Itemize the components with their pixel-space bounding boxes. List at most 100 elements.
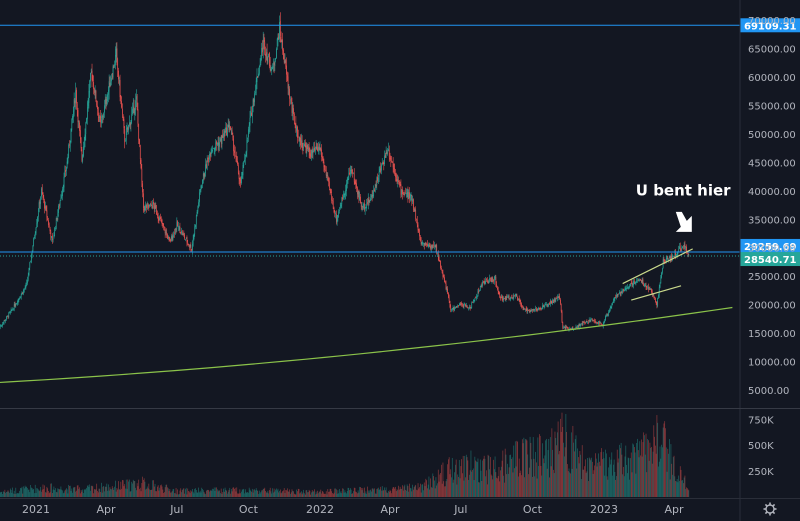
volume-bar bbox=[195, 488, 196, 497]
candle bbox=[434, 245, 435, 247]
candle bbox=[662, 268, 663, 273]
candle bbox=[35, 228, 37, 234]
volume-bar bbox=[36, 488, 38, 497]
volume-bar bbox=[114, 486, 115, 497]
candle bbox=[364, 203, 365, 210]
candle bbox=[378, 177, 379, 183]
candle bbox=[63, 176, 65, 188]
volume-bar bbox=[469, 474, 470, 497]
candle bbox=[555, 298, 557, 302]
volume-bar bbox=[237, 493, 238, 497]
volume-bar bbox=[192, 488, 193, 497]
volume-bar bbox=[563, 442, 564, 497]
volume-bar bbox=[519, 472, 521, 497]
candle bbox=[81, 149, 83, 161]
gear-tooth bbox=[764, 511, 768, 515]
volume-bar bbox=[560, 431, 562, 497]
volume-bar bbox=[508, 467, 510, 497]
candle bbox=[466, 305, 468, 308]
candle bbox=[136, 96, 137, 100]
candle bbox=[342, 195, 344, 199]
volume-bar bbox=[475, 460, 476, 497]
candle bbox=[666, 257, 668, 260]
volume-bar bbox=[616, 449, 618, 497]
candle bbox=[300, 137, 301, 146]
volume-bar bbox=[66, 489, 68, 497]
candle bbox=[503, 297, 504, 300]
volume-bar bbox=[626, 473, 628, 497]
volume-bar bbox=[364, 493, 366, 497]
candle bbox=[496, 284, 497, 288]
candle bbox=[129, 122, 130, 126]
candle bbox=[549, 300, 551, 305]
volume-bar bbox=[62, 490, 63, 497]
candle bbox=[288, 88, 290, 90]
candle bbox=[532, 309, 534, 311]
volume-bar bbox=[463, 480, 465, 497]
candle bbox=[278, 35, 280, 40]
candle bbox=[539, 308, 540, 310]
volume-bar bbox=[629, 479, 631, 497]
candle bbox=[86, 118, 87, 123]
candle bbox=[19, 298, 21, 300]
volume-bar bbox=[107, 490, 108, 497]
candle bbox=[49, 226, 51, 232]
candle bbox=[0, 326, 1, 328]
volume-bar bbox=[435, 477, 437, 497]
candle bbox=[167, 236, 169, 240]
candle bbox=[461, 303, 462, 305]
candle bbox=[670, 256, 672, 261]
candle bbox=[320, 147, 322, 151]
volume-bar bbox=[428, 476, 430, 497]
candle bbox=[209, 153, 210, 160]
price-tag bbox=[740, 238, 800, 253]
volume-bar bbox=[341, 493, 343, 497]
volume-bar bbox=[64, 490, 66, 497]
volume-bar bbox=[451, 457, 453, 497]
volume-bar bbox=[371, 488, 373, 497]
volume-bar bbox=[589, 458, 591, 497]
volume-bar bbox=[199, 490, 201, 497]
candle bbox=[412, 198, 413, 202]
candle bbox=[34, 233, 36, 237]
candle bbox=[376, 177, 378, 186]
candle bbox=[407, 191, 409, 200]
volume-bar bbox=[497, 476, 499, 497]
volume-bar bbox=[535, 462, 537, 497]
settings-gear-icon[interactable] bbox=[763, 502, 777, 516]
volume-bar bbox=[614, 471, 616, 497]
candle bbox=[504, 298, 505, 299]
candle bbox=[354, 181, 356, 184]
volume-bar bbox=[630, 452, 632, 497]
volume-bar bbox=[631, 472, 633, 497]
volume-bar bbox=[517, 441, 518, 497]
y-tick-label: 50000.00 bbox=[748, 130, 796, 141]
volume-bar bbox=[472, 468, 474, 497]
candle bbox=[2, 322, 4, 324]
candle bbox=[196, 211, 198, 216]
candle bbox=[648, 288, 650, 290]
volume-bar bbox=[269, 490, 270, 497]
volume-bar bbox=[636, 443, 638, 497]
candle bbox=[514, 295, 516, 297]
volume-bar bbox=[615, 479, 617, 497]
volume-bar bbox=[335, 489, 337, 497]
volume-bar bbox=[581, 445, 583, 497]
candle bbox=[575, 326, 577, 328]
volume-bar bbox=[531, 459, 532, 497]
volume-bar bbox=[562, 426, 564, 497]
volume-bar bbox=[406, 484, 408, 497]
y-tick-label: 55000.00 bbox=[748, 102, 796, 113]
volume-bar bbox=[301, 494, 303, 497]
volume-bar bbox=[590, 460, 592, 497]
volume-bar bbox=[102, 486, 104, 497]
volume-bar bbox=[282, 491, 284, 497]
volume-bar bbox=[644, 435, 645, 497]
candle bbox=[418, 229, 420, 233]
x-tick-label: Oct bbox=[523, 503, 543, 516]
candle bbox=[252, 99, 254, 107]
volume-bar bbox=[188, 490, 189, 497]
